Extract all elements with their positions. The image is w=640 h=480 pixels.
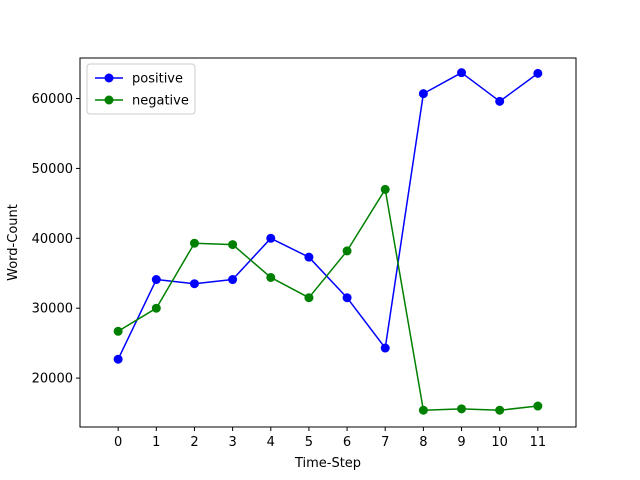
data-point-positive-0 [113, 354, 123, 364]
data-point-negative-1 [151, 303, 161, 313]
legend-item-negative: negative [95, 94, 189, 109]
data-point-positive-7 [380, 343, 390, 353]
legend-marker-positive [104, 73, 114, 83]
x-tick-label-1: 1 [152, 435, 160, 450]
x-tick-label-9: 9 [457, 435, 465, 450]
legend-label-positive: positive [132, 72, 183, 87]
data-point-negative-6 [342, 246, 352, 256]
legend-label-negative: negative [132, 94, 189, 109]
x-tick-label-3: 3 [228, 435, 236, 450]
x-tick-label-8: 8 [419, 435, 427, 450]
y-axis-label: Word-Count [6, 204, 21, 281]
data-point-positive-8 [418, 89, 428, 99]
series-line-negative [117, 188, 538, 411]
data-point-negative-11 [533, 401, 543, 411]
x-tick-label-0: 0 [114, 435, 122, 450]
y-tick-label-1: 30000 [32, 302, 73, 317]
x-tick-label-10: 10 [491, 435, 508, 450]
series-line-positive [117, 71, 539, 360]
x-axis-label: Time-Step [294, 456, 361, 471]
data-point-negative-8 [418, 405, 428, 415]
legend-box [86, 63, 196, 115]
x-tick-label-4: 4 [267, 435, 275, 450]
series-layer [113, 68, 543, 415]
x-tick-label-6: 6 [343, 435, 351, 450]
data-point-negative-0 [113, 326, 123, 336]
data-point-positive-11 [533, 68, 543, 78]
data-point-negative-2 [189, 238, 199, 248]
y-tick-label-0: 20000 [32, 372, 73, 387]
data-point-positive-6 [342, 293, 352, 303]
data-point-positive-1 [151, 275, 161, 285]
x-tick-label-2: 2 [190, 435, 198, 450]
legend-marker-negative [104, 95, 114, 105]
x-tick-label-11: 11 [530, 435, 547, 450]
legend: positive negative [86, 63, 196, 115]
data-point-negative-5 [304, 293, 314, 303]
data-point-negative-10 [495, 405, 505, 415]
plot-area-frame [79, 57, 577, 428]
data-point-negative-7 [380, 184, 390, 194]
data-point-positive-9 [457, 68, 467, 78]
data-point-positive-5 [304, 252, 314, 262]
legend-item-positive: positive [95, 72, 183, 87]
y-tick-label-3: 50000 [32, 162, 73, 177]
data-point-negative-3 [228, 240, 238, 250]
x-tick-label-5: 5 [305, 435, 313, 450]
series-positive [113, 68, 543, 364]
data-point-positive-2 [189, 279, 199, 289]
series-negative [113, 184, 543, 415]
y-tick-label-4: 60000 [32, 92, 73, 107]
data-point-positive-3 [228, 275, 238, 285]
y-tick-label-2: 40000 [32, 232, 73, 247]
y-axis: 20000 30000 40000 50000 60000 [32, 92, 80, 387]
data-point-negative-4 [266, 272, 276, 282]
data-point-positive-10 [495, 96, 505, 106]
data-point-negative-9 [457, 404, 467, 414]
data-point-positive-4 [266, 233, 276, 243]
x-axis: 0 1 2 3 4 5 6 7 8 9 10 11 [114, 427, 546, 450]
x-tick-label-7: 7 [381, 435, 389, 450]
